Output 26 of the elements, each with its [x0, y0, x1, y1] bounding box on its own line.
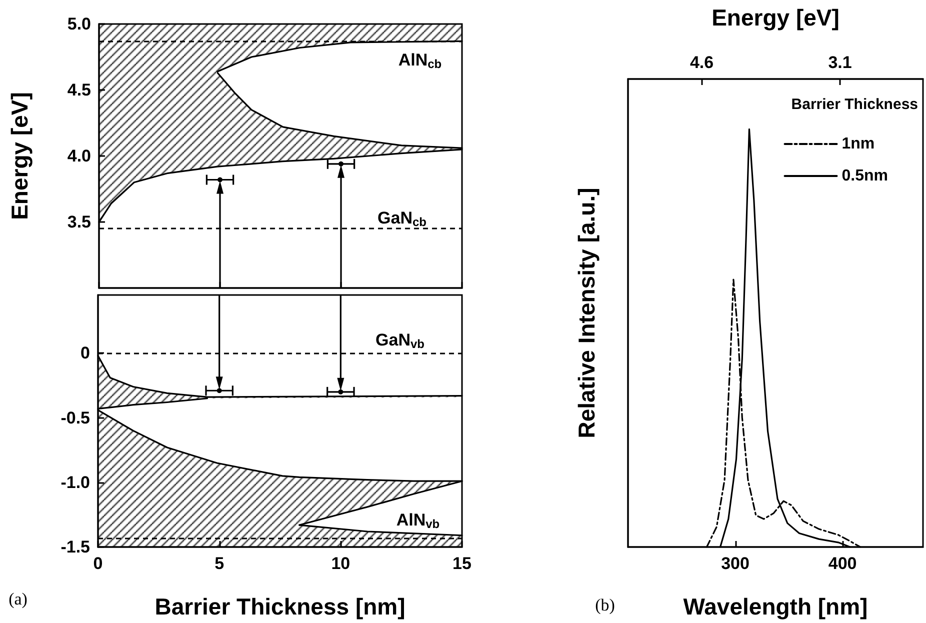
x-axis-title: Wavelength [nm] — [683, 594, 868, 620]
y-tick-label: -1.5 — [60, 538, 90, 556]
y-axis-title: Relative Intensity [a.u.] — [574, 188, 600, 438]
x-tick-label: 5 — [214, 554, 224, 573]
y-tick-label: -1.0 — [60, 472, 90, 492]
y-tick-label: -0.5 — [60, 408, 90, 428]
y-tick-label: 4.0 — [67, 146, 91, 166]
y-tick-label: 0 — [80, 344, 90, 363]
x2-axis-title: Energy [eV] — [712, 4, 840, 30]
x-axis-title: Barrier Thickness [nm] — [154, 594, 406, 620]
x-tick-label: 0 — [93, 554, 103, 573]
x-tick-label: 300 — [721, 554, 750, 573]
text: (b) — [595, 596, 615, 614]
y-tick-label: 5.0 — [67, 14, 91, 34]
x-tick-label: 10 — [331, 554, 350, 573]
y-axis-title: Energy [eV] — [6, 92, 32, 220]
legend-label: 1nm — [842, 136, 875, 152]
text: (a) — [8, 590, 28, 608]
x2-tick-label: 4.6 — [690, 53, 714, 72]
y-tick-label: 4.5 — [67, 80, 91, 100]
legend-title: Barrier Thickness — [791, 96, 918, 113]
x-tick-label: 15 — [452, 554, 472, 573]
y-tick-label: 3.5 — [67, 212, 91, 232]
x-tick-label: 400 — [828, 554, 857, 573]
x2-tick-label: 3.1 — [828, 53, 852, 72]
legend-label: 0.5nm — [842, 168, 888, 184]
